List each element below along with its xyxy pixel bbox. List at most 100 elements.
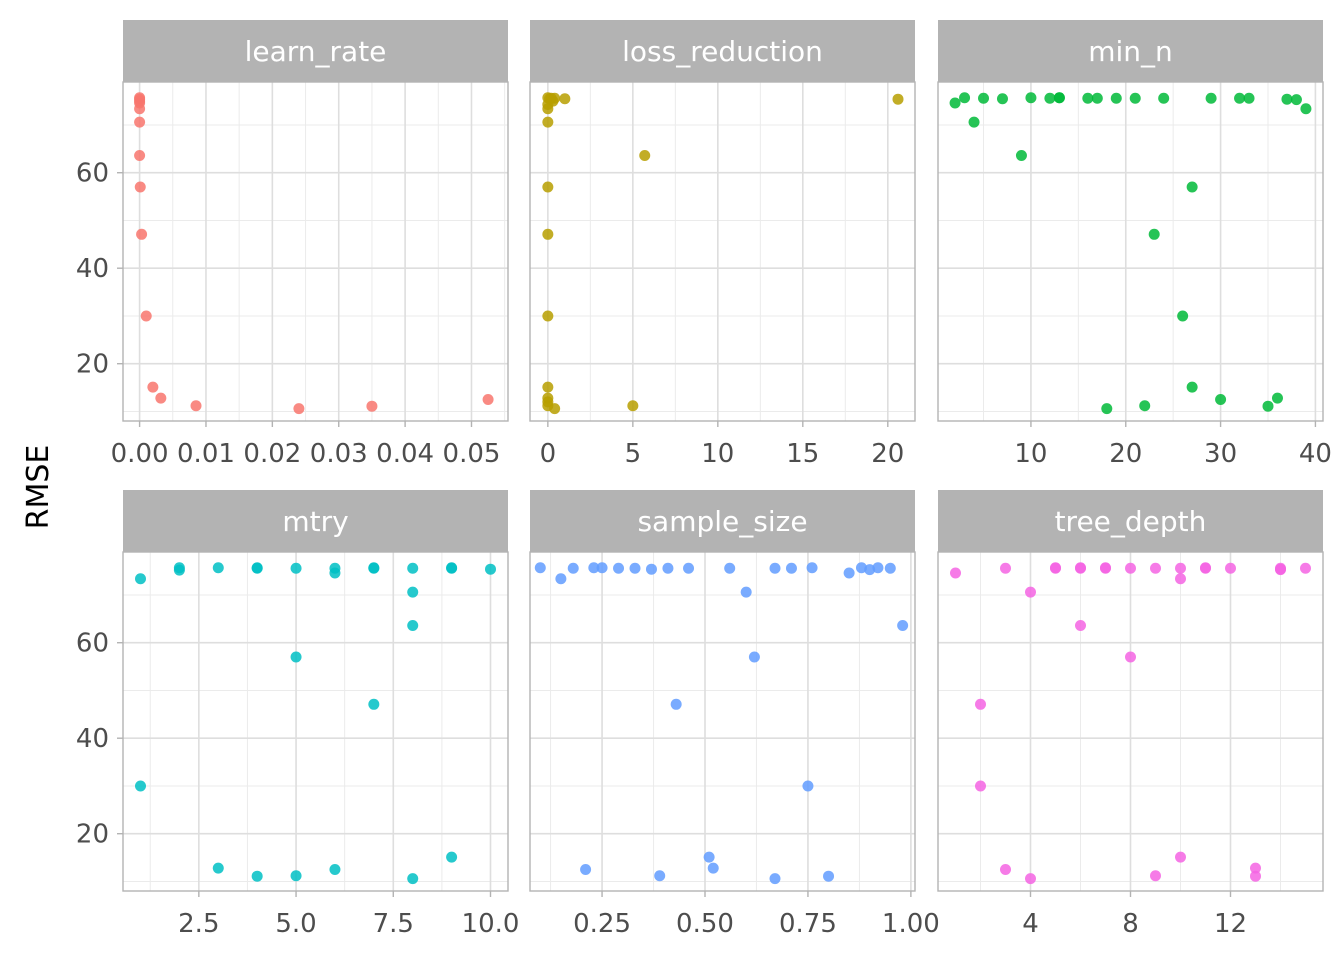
x-tick-label: 0 — [540, 439, 557, 469]
data-point — [959, 92, 971, 104]
data-point — [975, 698, 986, 710]
data-point — [1300, 103, 1312, 115]
data-point — [559, 93, 571, 105]
data-point — [549, 403, 561, 415]
data-point — [1275, 564, 1286, 576]
strip-label-mtry: mtry — [282, 505, 348, 538]
y-axis-title: RMSE — [21, 445, 56, 530]
x-tick-label: 0.50 — [676, 909, 734, 939]
data-point — [580, 864, 592, 876]
data-point — [588, 562, 600, 574]
data-point — [1000, 562, 1011, 574]
data-point — [806, 562, 818, 574]
data-point — [134, 181, 146, 193]
data-point — [212, 562, 224, 574]
data-point — [212, 862, 224, 874]
data-point — [407, 586, 419, 598]
x-tick-label: 5 — [625, 439, 642, 469]
x-tick-label: 12 — [1214, 909, 1247, 939]
data-point — [134, 103, 146, 115]
data-point — [855, 562, 867, 574]
data-point — [978, 92, 990, 104]
y-tick-label: 60 — [76, 629, 109, 659]
data-point — [1075, 562, 1086, 574]
data-point — [884, 562, 896, 574]
panel-tree-depth: tree_depth 4 8 12 — [937, 490, 1324, 939]
data-point — [1175, 851, 1186, 863]
data-point — [251, 562, 263, 574]
data-point — [1075, 620, 1086, 632]
data-point — [703, 851, 715, 863]
strip-background — [530, 490, 915, 552]
strip-label-tree-depth: tree_depth — [1055, 505, 1207, 538]
x-tick-label: 40 — [1299, 439, 1332, 469]
y-tick-label: 20 — [76, 350, 109, 380]
y-tick-label: 60 — [76, 159, 109, 189]
data-point — [1044, 92, 1056, 104]
data-point — [293, 403, 305, 415]
data-point — [1225, 562, 1236, 574]
x-tick-label: 0.04 — [376, 439, 434, 469]
data-point — [534, 562, 546, 574]
data-point — [724, 562, 736, 574]
data-point — [542, 181, 554, 193]
data-point — [1281, 93, 1293, 105]
data-point — [329, 864, 341, 876]
data-point — [290, 870, 302, 882]
data-point — [823, 870, 835, 882]
strip-background — [123, 490, 508, 552]
data-point — [670, 698, 682, 710]
data-point — [1125, 562, 1136, 574]
data-point — [897, 620, 909, 632]
data-point — [290, 562, 302, 574]
data-point — [190, 400, 202, 412]
data-point — [567, 562, 579, 574]
x-tick-label: 1.00 — [882, 909, 940, 939]
data-point — [748, 651, 760, 663]
data-point — [446, 851, 458, 863]
data-point — [290, 651, 302, 663]
data-point — [1177, 310, 1189, 322]
strip-label-loss-reduction: loss_reduction — [622, 35, 823, 68]
data-point — [1015, 150, 1027, 162]
data-point — [1150, 870, 1161, 882]
panel-background — [938, 82, 1323, 421]
data-point — [368, 562, 380, 574]
data-point — [627, 400, 639, 412]
strip-label-sample-size: sample_size — [637, 505, 807, 538]
panel-mtry: mtry 2.5 5.0 7.5 10.0 20 40 60 — [76, 490, 519, 939]
strip-label-min-n: min_n — [1088, 35, 1173, 68]
data-point — [251, 870, 263, 882]
panel-background — [123, 552, 508, 891]
strip-background — [938, 20, 1323, 82]
data-point — [147, 381, 159, 393]
data-point — [366, 400, 378, 412]
x-tick-label: 5.0 — [275, 909, 316, 939]
data-point — [1053, 92, 1065, 104]
x-tick-label: 0.05 — [443, 439, 501, 469]
x-tick-label: 7.5 — [373, 909, 414, 939]
data-point — [1262, 400, 1274, 412]
data-point — [542, 103, 554, 115]
x-tick-label: 0.00 — [111, 439, 169, 469]
data-point — [173, 564, 185, 576]
data-point — [555, 573, 567, 585]
y-tick-label: 40 — [76, 724, 109, 754]
data-point — [1025, 873, 1036, 885]
data-point — [1186, 381, 1198, 393]
x-tick-label: 0.02 — [243, 439, 301, 469]
data-point — [683, 562, 695, 574]
data-point — [892, 93, 904, 105]
data-point — [482, 394, 494, 406]
data-point — [1129, 92, 1141, 104]
data-point — [949, 97, 961, 109]
x-tick-label: 10 — [1014, 439, 1047, 469]
y-tick-label: 40 — [76, 254, 109, 284]
data-point — [1101, 403, 1113, 415]
data-point — [542, 310, 554, 322]
x-tick-label: 20 — [871, 439, 904, 469]
data-point — [740, 586, 752, 598]
data-point — [407, 562, 419, 574]
data-point — [654, 870, 666, 882]
